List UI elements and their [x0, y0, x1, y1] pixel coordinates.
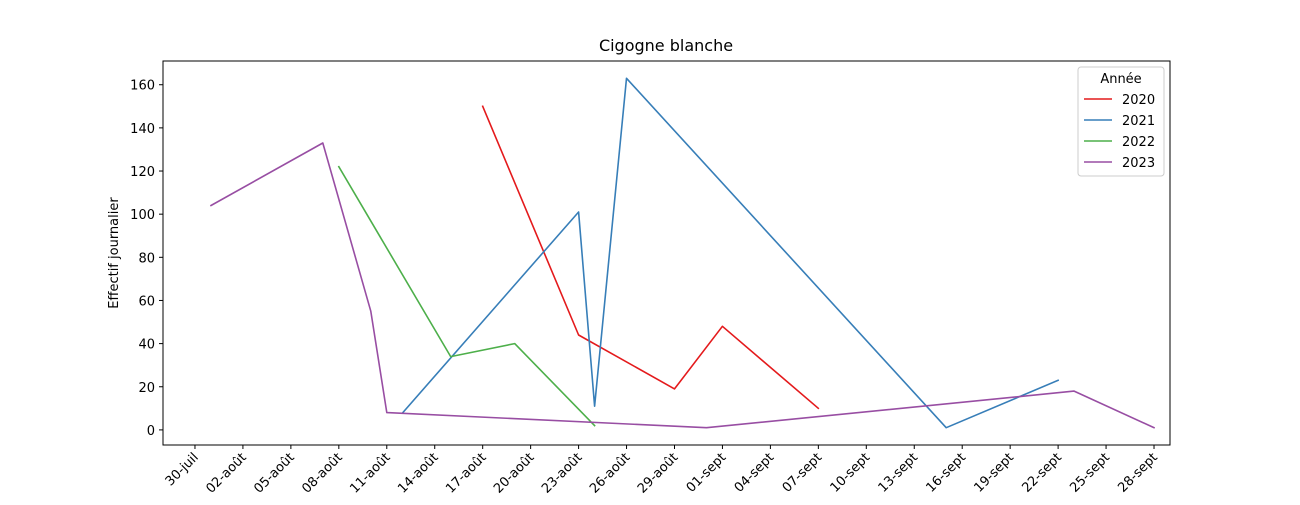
legend-label-2021: 2021 [1122, 114, 1155, 129]
series-line-2022 [337, 165, 596, 427]
x-tick-label: 02-août [203, 450, 249, 496]
y-tick-label: 120 [130, 165, 155, 180]
y-tick-label: 40 [138, 338, 155, 353]
legend-label-2022: 2022 [1122, 135, 1155, 150]
series-line-2020 [481, 105, 820, 410]
legend-title: Année [1100, 72, 1141, 87]
x-tick-label: 26-août [587, 450, 633, 496]
legend-label-2023: 2023 [1122, 156, 1155, 171]
x-tick-label: 08-août [299, 450, 345, 496]
x-tick-label: 17-août [443, 450, 489, 496]
series-line-2023 [209, 142, 1156, 429]
y-axis: 0 20 40 60 80 100 120 140 160 [130, 79, 163, 439]
series-line-2021 [401, 77, 1060, 429]
x-tick-label: 19-sept [971, 450, 1017, 496]
legend-label-2020: 2020 [1122, 93, 1155, 108]
x-tick-label: 30-juil [163, 450, 202, 489]
x-tick-label: 29-août [635, 450, 681, 496]
x-tick-label: 13-sept [876, 450, 922, 496]
plot-content [209, 77, 1156, 429]
legend-box [1077, 66, 1165, 177]
x-tick-label: 07-sept [780, 450, 826, 496]
x-axis: 30-juil 02-août 05-août 08-août 11-août 14-ao… [163, 445, 1161, 497]
legend-items: 2020 2021 2022 2023 [1084, 93, 1155, 171]
y-tick-label: 80 [138, 251, 155, 266]
y-tick-label: 20 [138, 381, 155, 396]
x-tick-label: 28-sept [1115, 450, 1161, 496]
x-tick-label: 22-sept [1019, 450, 1065, 496]
x-tick-label: 16-sept [924, 450, 970, 496]
plot-frame [162, 60, 1171, 446]
chart-title: Cigogne blanche [599, 36, 733, 55]
x-tick-label: 11-août [347, 450, 393, 496]
x-tick-label: 25-sept [1067, 450, 1113, 496]
y-tick-label: 140 [130, 122, 155, 137]
x-tick-label: 05-août [251, 450, 297, 496]
x-tick-label: 04-sept [732, 450, 778, 496]
y-tick-label: 160 [130, 79, 155, 94]
x-tick-label: 23-août [539, 450, 585, 496]
y-tick-label: 100 [130, 208, 155, 223]
y-tick-label: 60 [138, 294, 155, 309]
y-tick-label: 0 [147, 424, 155, 439]
x-tick-label: 14-août [395, 450, 441, 496]
x-tick-label: 20-août [491, 450, 537, 496]
x-tick-label: 01-sept [684, 450, 730, 496]
legend: Année 2020 2021 2022 2023 [1077, 66, 1165, 177]
x-tick-label: 10-sept [828, 450, 874, 496]
y-axis-label: Effectif journalier [107, 197, 122, 309]
